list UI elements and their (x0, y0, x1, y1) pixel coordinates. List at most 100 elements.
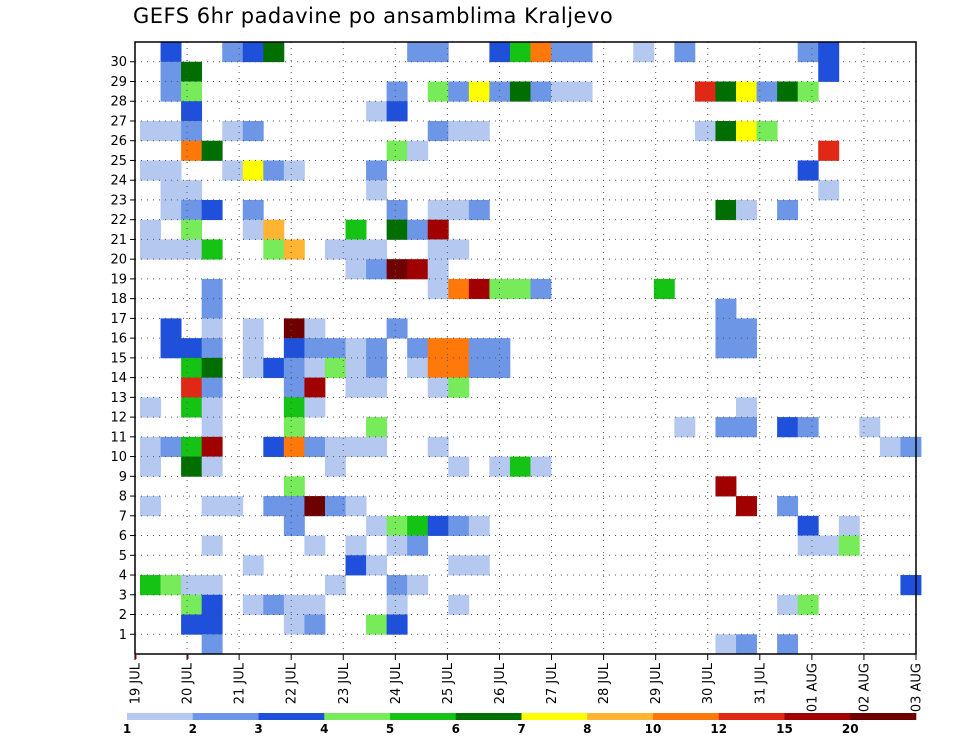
colorbar-swatch (390, 713, 457, 720)
heatmap-cell (140, 575, 161, 596)
heatmap-cell (304, 318, 326, 339)
chart-title: GEFS 6hr padavine po ansamblima Kraljevo (133, 4, 614, 28)
y-tick-label: 6 (119, 529, 127, 544)
heatmap-cell (324, 338, 346, 359)
colorbar-swatch (784, 713, 851, 720)
y-tick-label: 29 (110, 75, 127, 90)
heatmap-cell (201, 199, 223, 221)
heatmap-cell (242, 555, 264, 576)
heatmap-cell (283, 496, 305, 517)
heatmap-cell (736, 120, 757, 142)
heatmap-cell (181, 594, 203, 615)
heatmap-cell (530, 81, 552, 102)
heatmap-cell (181, 199, 203, 221)
colorbar-swatch (455, 713, 522, 720)
heatmap-cell (571, 42, 593, 63)
heatmap-cell (140, 496, 161, 517)
heatmap-cell (448, 357, 470, 379)
x-tick-label: 25 JUL (441, 662, 456, 704)
heatmap-cell (448, 199, 470, 221)
heatmap-cell (427, 357, 449, 379)
heatmap-cell (345, 377, 367, 398)
heatmap-cell (797, 160, 819, 181)
heatmap-cell (571, 81, 593, 102)
heatmap-cell (181, 61, 203, 82)
heatmap-cell (201, 278, 223, 300)
heatmap-cell (530, 42, 552, 63)
heatmap-cell (242, 219, 264, 240)
heatmap-cell (140, 239, 161, 260)
x-tick-label: 26 JUL (493, 662, 508, 704)
heatmap-cell (242, 199, 264, 221)
heatmap-cell (283, 338, 305, 359)
y-tick-label: 2 (119, 608, 127, 623)
heatmap-cell (386, 219, 408, 240)
heatmap-cell (386, 594, 408, 615)
heatmap-cell (263, 594, 285, 615)
heatmap-cell (181, 338, 203, 359)
y-tick-label: 28 (110, 95, 127, 110)
heatmap-cell (509, 42, 531, 63)
colorbar-label: 2 (189, 722, 197, 736)
heatmap-cell (263, 160, 285, 181)
heatmap-cell (304, 496, 326, 517)
heatmap-cell (530, 456, 552, 477)
y-tick-label: 26 (110, 134, 127, 149)
heatmap-cell (201, 417, 223, 438)
heatmap-cell (345, 338, 367, 359)
heatmap-cell (818, 42, 840, 63)
heatmap-cell (530, 278, 552, 300)
heatmap-cell (509, 81, 531, 102)
heatmap-cell (222, 120, 244, 142)
heatmap-cell (448, 555, 470, 576)
y-tick-label: 22 (110, 213, 127, 228)
heatmap-cell (181, 377, 203, 398)
heatmap-cell (715, 318, 737, 339)
heatmap-cell (674, 42, 696, 63)
heatmap-cell (386, 81, 408, 102)
heatmap-cells (140, 42, 922, 655)
heatmap-cell (242, 160, 264, 181)
heatmap-cell (386, 140, 408, 161)
heatmap-cell (448, 456, 470, 477)
heatmap-cell (777, 496, 799, 517)
heatmap-cell (160, 338, 182, 359)
heatmap-cell (736, 496, 757, 517)
heatmap-cell (201, 496, 223, 517)
heatmap-cell (201, 357, 223, 379)
heatmap-cell (242, 120, 264, 142)
heatmap-cell (386, 199, 408, 221)
colorbar-swatch (324, 713, 391, 720)
heatmap-cell (448, 278, 470, 300)
heatmap-cell (181, 81, 203, 102)
heatmap-cell (345, 535, 367, 556)
heatmap-cell (818, 140, 840, 161)
colorbar-label: 1 (123, 722, 131, 736)
heatmap-cell (489, 456, 511, 477)
heatmap-cell (366, 160, 388, 181)
heatmap-cell (324, 436, 346, 457)
heatmap-cell (366, 239, 388, 260)
heatmap-cell (900, 436, 922, 457)
heatmap-cell (283, 417, 305, 438)
heatmap-cell (818, 535, 840, 556)
y-tick-label: 20 (110, 253, 127, 268)
heatmap-cell (201, 575, 223, 596)
x-axis: 19 JUL 20 JUL 21 JUL 22 JUL 23 JUL 24 JUL 25 J… (129, 654, 925, 712)
heatmap-cell (181, 239, 203, 260)
heatmap-cell (715, 81, 737, 102)
heatmap-cell (838, 515, 860, 536)
y-tick-label: 17 (110, 312, 127, 327)
heatmap-cell (366, 101, 388, 122)
heatmap-cell (715, 338, 737, 359)
heatmap-cell (551, 81, 572, 102)
colorbar-swatch (258, 713, 325, 720)
colorbar-label: 15 (776, 722, 793, 736)
heatmap-cell (407, 42, 429, 63)
heatmap-cell (160, 81, 182, 102)
heatmap-cell (653, 278, 675, 300)
heatmap-cell (160, 42, 182, 63)
heatmap-cell (181, 101, 203, 122)
heatmap-cell (181, 120, 203, 142)
heatmap-cell (201, 436, 223, 457)
